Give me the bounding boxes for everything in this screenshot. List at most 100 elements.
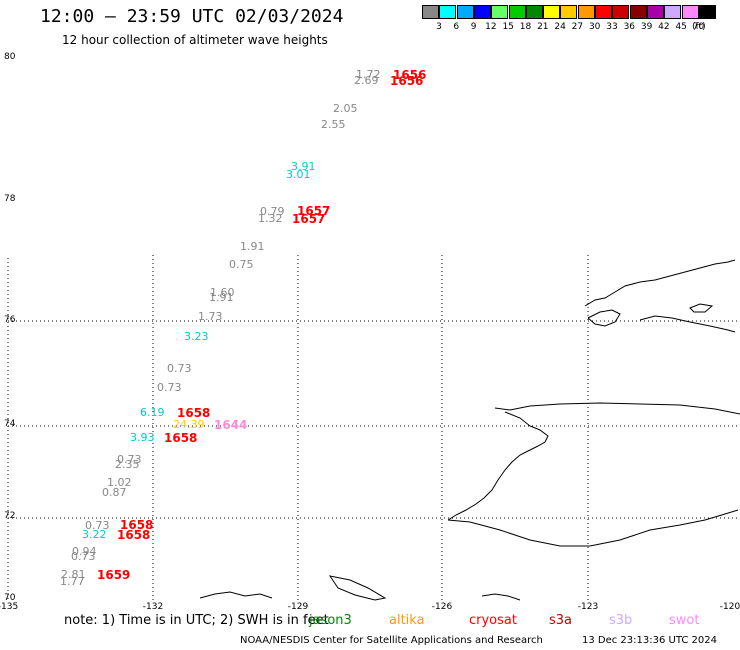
- longitude-label: -132: [143, 602, 163, 610]
- colorbar-swatch: [439, 5, 457, 19]
- colorbar-swatch: [508, 5, 526, 19]
- wave-height-value: 1.73: [198, 310, 223, 323]
- colorbar-label: 9: [470, 22, 477, 32]
- grid-lines: [7, 255, 740, 600]
- wave-height-value: 1.91: [240, 240, 265, 253]
- satellite-legend-item: altika: [389, 613, 425, 628]
- pass-time-label: 1657: [297, 204, 330, 218]
- longitude-label: -135: [0, 602, 18, 610]
- colorbar-label: 27: [571, 22, 584, 32]
- wave-height-value: 1.77: [60, 575, 85, 588]
- colorbar-swatch: [525, 5, 543, 19]
- pass-time-label: 1656: [393, 68, 426, 82]
- wave-height-value: 0.94: [72, 545, 97, 558]
- colorbar-swatch: [612, 5, 630, 19]
- pass-time-label: 1659: [97, 568, 130, 582]
- colorbar-label: 70: [692, 22, 705, 32]
- wave-height-value: 0.73: [85, 519, 110, 532]
- satellite-legend-item: cryosat: [469, 613, 517, 628]
- longitude-label: -123: [578, 602, 598, 610]
- pass-time-label: 1658: [120, 518, 153, 532]
- longitude-label: -120: [720, 602, 740, 610]
- longitude-label: -129: [288, 602, 309, 610]
- colorbar-label: 6: [453, 22, 460, 32]
- wave-height-value: 2.05: [333, 102, 358, 115]
- latitude-label: 80: [4, 52, 16, 62]
- latitude-label: 76: [4, 315, 16, 325]
- wave-height-value: 1.91: [209, 291, 234, 304]
- colorbar-label: 12: [485, 22, 497, 32]
- colorbar-swatch: [664, 5, 682, 19]
- wave-height-value: 3.22: [82, 528, 107, 541]
- longitude-label: -126: [432, 602, 453, 610]
- pass-time-label: 1658: [177, 406, 210, 420]
- pass-time-label: 1657: [292, 212, 325, 226]
- colorbar-swatch: [473, 5, 491, 19]
- colorbar-swatch: [577, 5, 595, 19]
- satellite-legend-item: s3b: [609, 613, 633, 628]
- wave-height-value: 2.81: [61, 568, 86, 581]
- satellite-legend-item: jason3: [309, 613, 352, 628]
- colorbar-swatch: [422, 5, 439, 19]
- colorbar-label: 30: [588, 22, 601, 32]
- wave-height-value: 0.73: [157, 381, 182, 394]
- colorbar-label: 45: [675, 22, 687, 32]
- colorbar-swatch: [629, 5, 647, 19]
- pass-time-label: 1658: [117, 528, 150, 542]
- pass-time-label: 1644: [214, 418, 247, 432]
- altimeter-map: 1.722.69 2.05 2.55 3.913.01 0.791.32 1.91 0.75…: [0, 52, 740, 610]
- wave-height-value: 1.32: [258, 212, 283, 225]
- colorbar-label: 3: [436, 22, 442, 32]
- wave-height-value: 2.55: [321, 118, 346, 131]
- colorbar-label: 33: [606, 22, 618, 32]
- colorbar-unit: (ft): [692, 22, 706, 32]
- pass-time-label: 1658: [164, 431, 197, 445]
- wave-height-value: 0.73: [117, 453, 142, 466]
- latitude-label: 78: [4, 194, 16, 204]
- latitude-label: 72: [4, 511, 15, 521]
- colorbar-swatch: [543, 5, 561, 19]
- footer-timestamp: 13 Dec 23:13:36 UTC 2024: [582, 635, 717, 646]
- coastline: [199, 259, 740, 601]
- colorbar-swatch: [681, 5, 699, 19]
- pass-time-label: 1656: [390, 74, 423, 88]
- satellite-legend-item: s3a: [549, 613, 573, 628]
- colorbar-swatch: [595, 5, 612, 19]
- wave-height-value: 24.39: [173, 418, 205, 431]
- colorbar-label: 18: [519, 22, 532, 32]
- colorbar-swatch: [560, 5, 578, 19]
- wave-height-value: 2.69: [354, 74, 379, 87]
- wave-height-value: 2.35: [115, 458, 140, 471]
- satellite-legend-item: swot: [669, 613, 700, 628]
- colorbar-swatch: [698, 5, 716, 19]
- wave-height-value: 0.73: [167, 362, 192, 375]
- wave-height-value: 0.79: [260, 205, 285, 218]
- wave-height-value: 6.19: [140, 406, 165, 419]
- latitude-label: 74: [4, 419, 16, 429]
- colorbar-label: 21: [537, 22, 549, 32]
- colorbar-label: 36: [623, 22, 636, 32]
- wave-height-value: 3.91: [291, 160, 316, 173]
- colorbar-label: 24: [554, 22, 566, 32]
- colorbar-swatch: [456, 5, 474, 19]
- colorbar-label: 42: [658, 22, 670, 32]
- colorbar-label: 15: [502, 22, 514, 32]
- wave-height-value: 0.75: [229, 258, 254, 271]
- footer-credit: NOAA/NESDIS Center for Satellite Applica…: [240, 635, 543, 646]
- axis-labels: -135 -132 -129 -126 -123 -120 80 78 76 74 72 70: [0, 52, 740, 610]
- wave-height-value: 0.87: [102, 486, 127, 499]
- map-subtitle: 12 hour collection of altimeter wave hei…: [62, 33, 328, 47]
- colorbar-swatch: [646, 5, 664, 19]
- latitude-label: 70: [4, 593, 16, 603]
- wave-height-value: 1.02: [107, 476, 132, 489]
- colorbar-label: 39: [640, 22, 653, 32]
- wave-height-value: 1.72: [356, 68, 381, 81]
- map-title: 12:00 — 23:59 UTC 02/03/2024: [40, 6, 344, 27]
- wave-height-value: 3.01: [286, 168, 311, 181]
- footnote: note: 1) Time is in UTC; 2) SWH is in fe…: [64, 613, 329, 628]
- wave-height-labels: 1.722.69 2.05 2.55 3.913.01 0.791.32 1.91 0.75…: [60, 68, 381, 588]
- colorbar-swatch: [491, 5, 509, 19]
- wave-height-value: 3.93: [130, 431, 155, 444]
- wave-height-value: 3.23: [184, 330, 209, 343]
